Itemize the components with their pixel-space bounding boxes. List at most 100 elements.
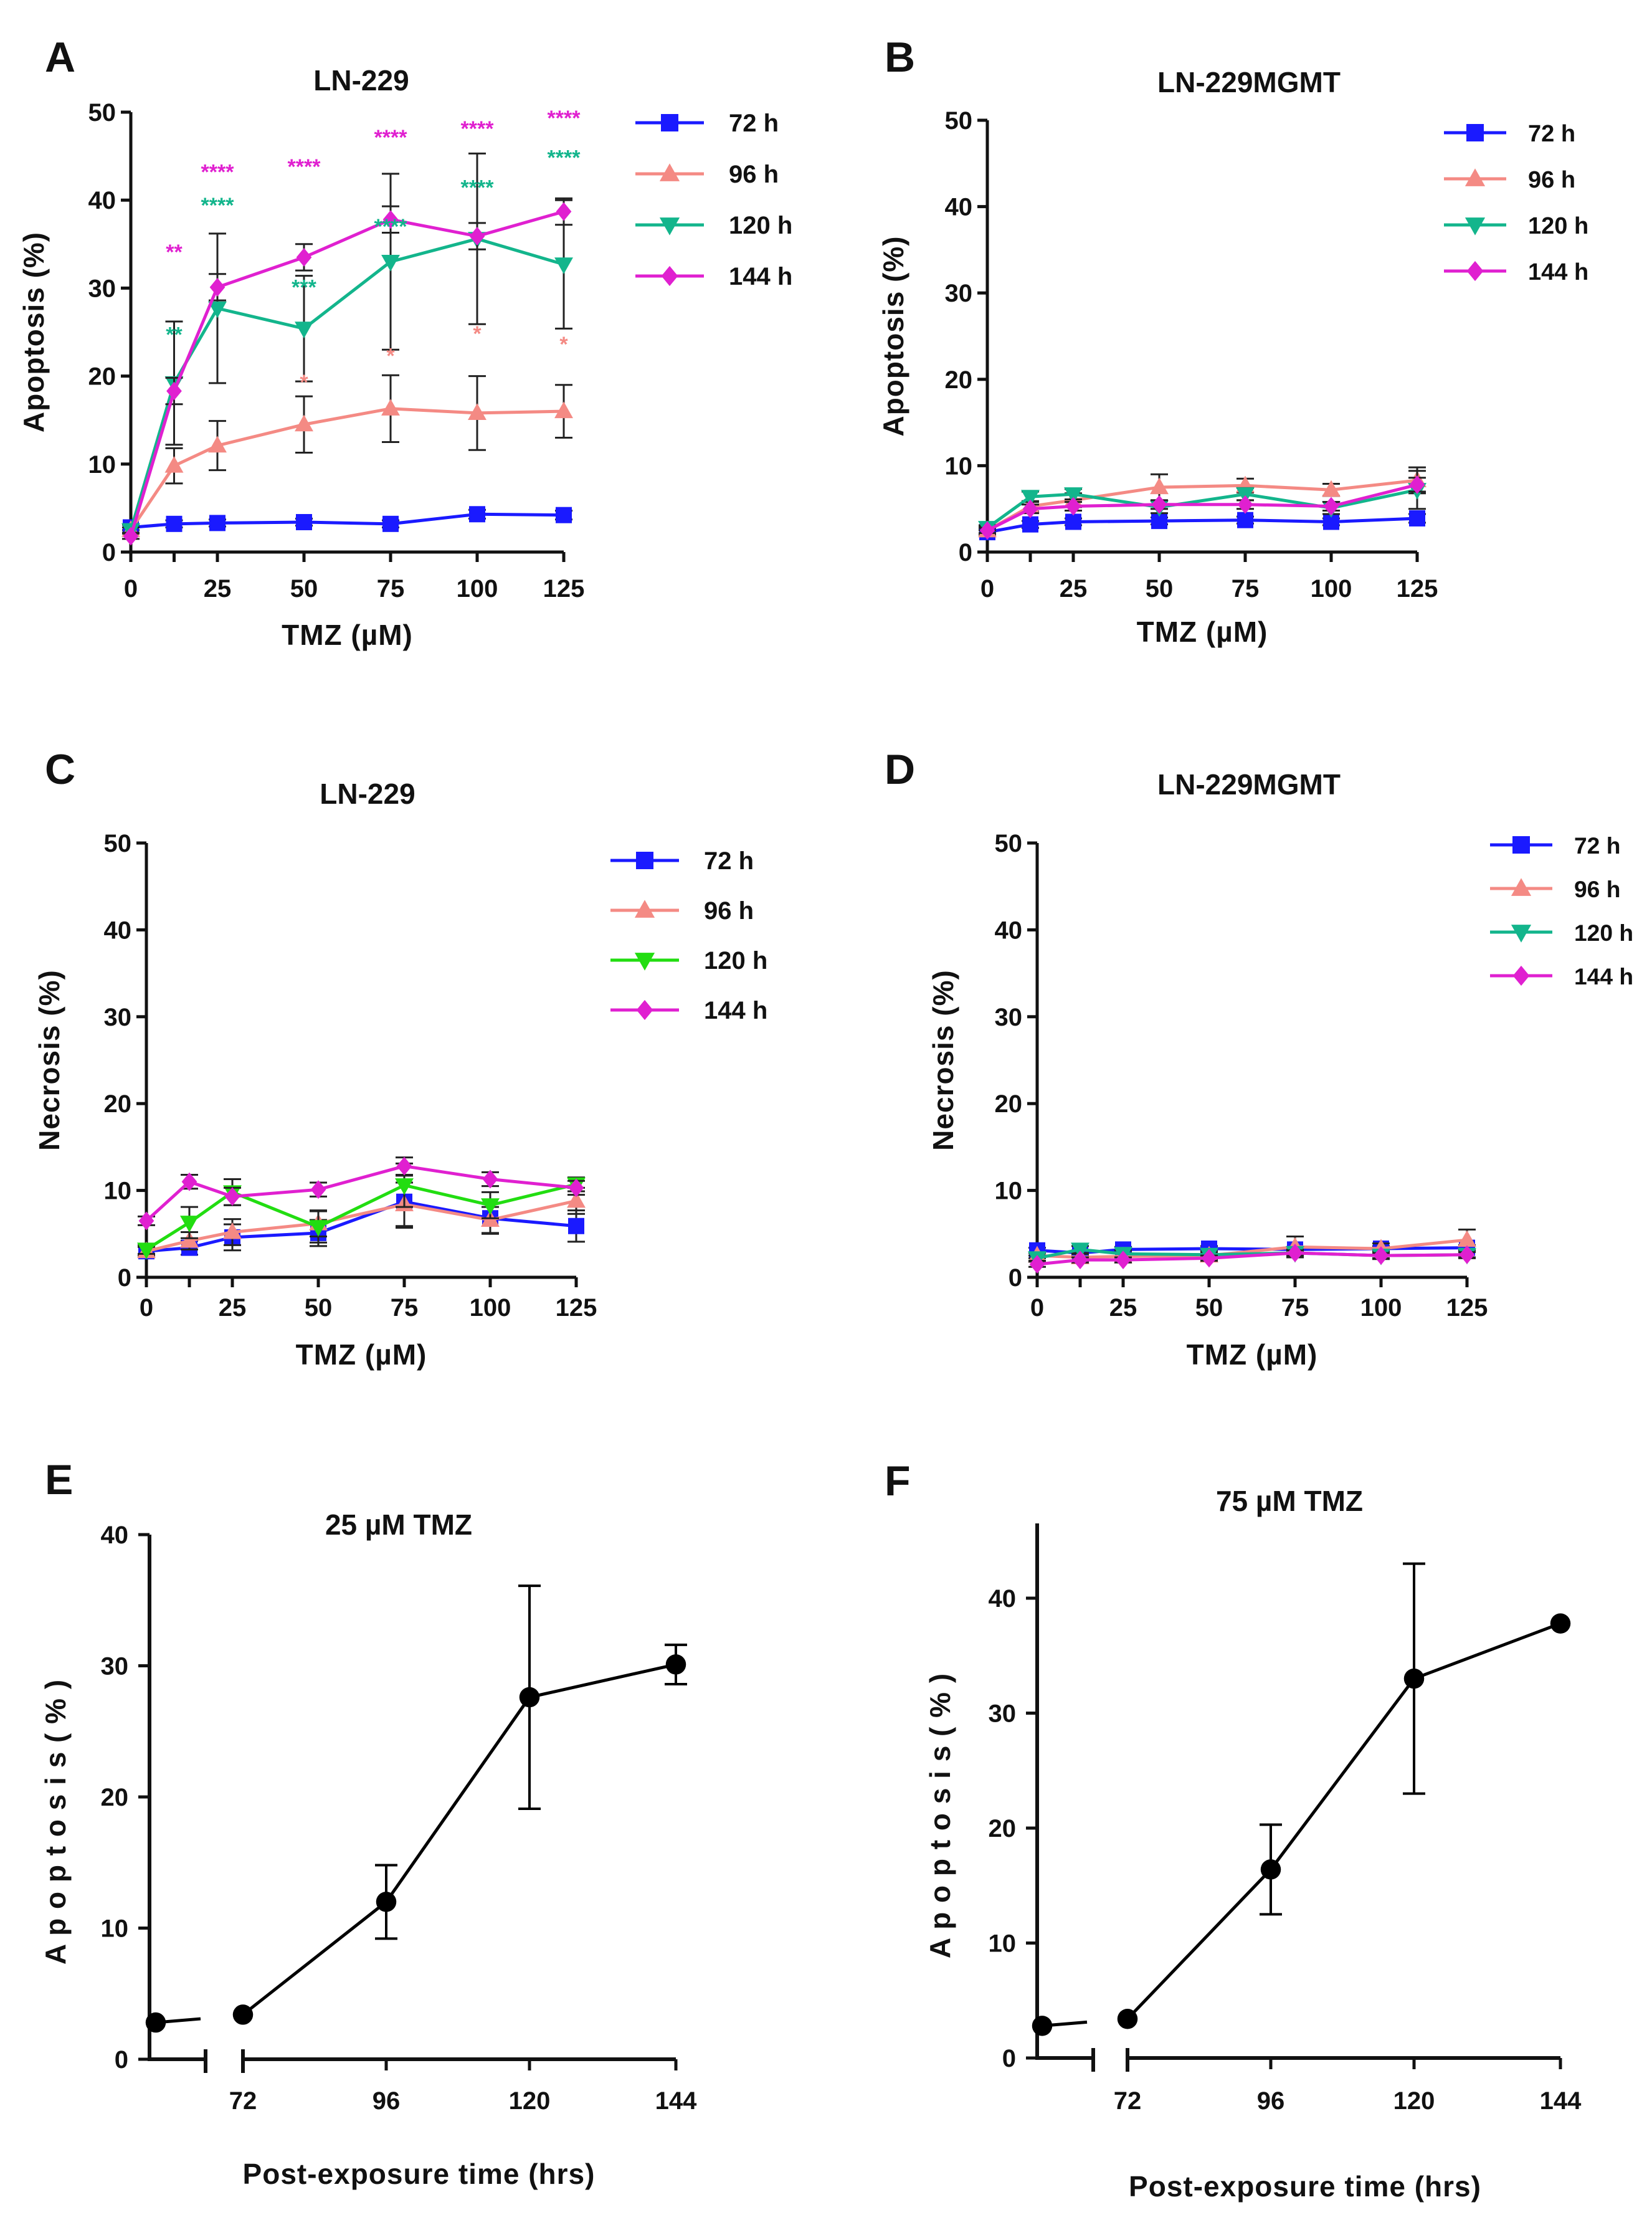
x-tick-label: 72 [1114, 2087, 1142, 2115]
y-tick-label: 40 [88, 187, 116, 214]
data-point [181, 1172, 197, 1191]
x-tick-label: 25 [219, 1294, 247, 1322]
y-axis-label: Apoptosis (%) [17, 232, 50, 432]
y-tick-label: 30 [104, 1004, 132, 1031]
significance-label: **** [201, 160, 235, 184]
data-point [1022, 499, 1038, 518]
data-point [309, 1220, 328, 1237]
y-tick-label: 30 [101, 1653, 129, 1680]
y-tick-label: 30 [989, 1700, 1017, 1728]
legend-item: 144 h [1444, 259, 1588, 285]
x-tick-label: 96 [1257, 2087, 1285, 2115]
y-axis-label: A p o p t o s i s ( % ) [39, 1679, 72, 1965]
legend-marker [659, 163, 680, 181]
y-tick-label: 0 [1009, 1264, 1022, 1292]
x-tick-label: 125 [1397, 575, 1438, 603]
x-axis-label: TMZ (µM) [282, 619, 413, 651]
significance-label: **** [548, 146, 581, 170]
x-tick-label: 25 [1060, 575, 1088, 603]
data-point [568, 1217, 584, 1234]
series-line [129, 237, 564, 531]
x-tick-label: 75 [377, 575, 405, 603]
y-tick-label: 50 [995, 830, 1023, 857]
data-point [1115, 1251, 1131, 1270]
x-tick-label: 0 [980, 575, 994, 603]
significance-label: *** [292, 275, 316, 299]
panel-letter: C [45, 746, 75, 793]
data-point [519, 1687, 540, 1708]
data-point [1373, 1246, 1389, 1265]
legend-marker [1512, 965, 1530, 986]
data-point [556, 507, 572, 523]
legend: 72 h 96 h 120 h 144 h [635, 110, 792, 290]
legend-label: 72 h [1528, 121, 1575, 147]
axes: 0 10 20 30 40 72 96 120 144 A p o p t o s i s ( %… [39, 1522, 697, 2190]
series-line [130, 512, 564, 529]
legend-item: 120 h [1444, 213, 1588, 239]
legend-label: 72 h [704, 847, 754, 875]
data-point [1550, 1613, 1571, 1634]
data-point [1117, 2009, 1138, 2029]
x-tick-label: 144 [1540, 2087, 1582, 2115]
data-point [166, 515, 183, 532]
data-point [1237, 512, 1253, 528]
x-tick-label: 0 [124, 575, 138, 603]
significance-label: **** [288, 155, 321, 179]
legend-marker [1464, 217, 1486, 236]
axes: 0 10 20 30 40 50 0 25 50 75 100 125 Necrosis (%) TMZ … [33, 830, 597, 1371]
legend-label: 144 h [1574, 963, 1633, 989]
data-point [180, 1231, 199, 1248]
x-tick-label: 75 [1232, 575, 1260, 603]
y-tick-label: 30 [995, 1004, 1023, 1031]
x-tick-label: 100 [1311, 575, 1352, 603]
series-line [129, 210, 564, 537]
significance-label: * [473, 322, 482, 346]
y-axis-label: Necrosis (%) [33, 969, 65, 1151]
x-tick-label: 120 [509, 2087, 551, 2115]
y-tick-label: 40 [104, 917, 132, 944]
series-line [242, 1662, 676, 2016]
x-axis-label: Post-exposure time (hrs) [1129, 2170, 1481, 2203]
significance-label: **** [461, 117, 495, 141]
chart-title: LN-229 [320, 778, 415, 810]
y-tick-label: 0 [102, 539, 116, 566]
x-tick-label: 50 [290, 575, 318, 603]
data-point [232, 2004, 254, 2025]
x-tick-label: 120 [1393, 2087, 1435, 2115]
y-axis-label: Apoptosis (%) [877, 236, 909, 436]
data-point [123, 526, 139, 546]
panel-a: A LN-229 0 10 20 30 40 50 0 25 50 75 100 125 Apoptosis… [17, 34, 792, 651]
y-axis-label: Necrosis (%) [927, 969, 959, 1151]
data-point [1021, 490, 1040, 507]
y-tick-label: 50 [88, 99, 116, 126]
y-tick-label: 10 [995, 1178, 1023, 1205]
x-tick-label: 75 [1281, 1294, 1309, 1322]
y-tick-label: 50 [945, 107, 973, 135]
series-120-h [121, 152, 573, 540]
series-72-h [122, 506, 572, 536]
legend-item: 120 h [1490, 920, 1633, 946]
y-tick-label: 0 [118, 1264, 131, 1292]
series-time-course [1032, 1562, 1571, 2036]
significance-label: * [559, 333, 568, 356]
data-point [138, 1211, 154, 1231]
legend-label: 120 h [1528, 213, 1588, 239]
y-tick-label: 40 [989, 1585, 1017, 1613]
data-point [1237, 495, 1253, 514]
series-144-h [979, 475, 1426, 540]
axes: 0 10 20 30 40 72 96 120 144 A p o p t o s i s ( %… [924, 1523, 1582, 2203]
x-tick-label: 75 [391, 1294, 419, 1322]
data-point [295, 414, 313, 432]
data-point [979, 521, 995, 540]
chart-title: LN-229 [313, 64, 409, 97]
data-point [556, 202, 572, 221]
legend: 72 h 96 h 120 h 144 h [1490, 832, 1633, 989]
data-point [180, 1216, 199, 1232]
data-point [137, 1242, 156, 1259]
data-point [209, 278, 225, 297]
legend-item: 72 h [1444, 121, 1575, 147]
data-point [208, 301, 227, 318]
legend-marker [636, 999, 653, 1021]
data-point [382, 515, 399, 532]
legend-marker [1464, 168, 1486, 186]
